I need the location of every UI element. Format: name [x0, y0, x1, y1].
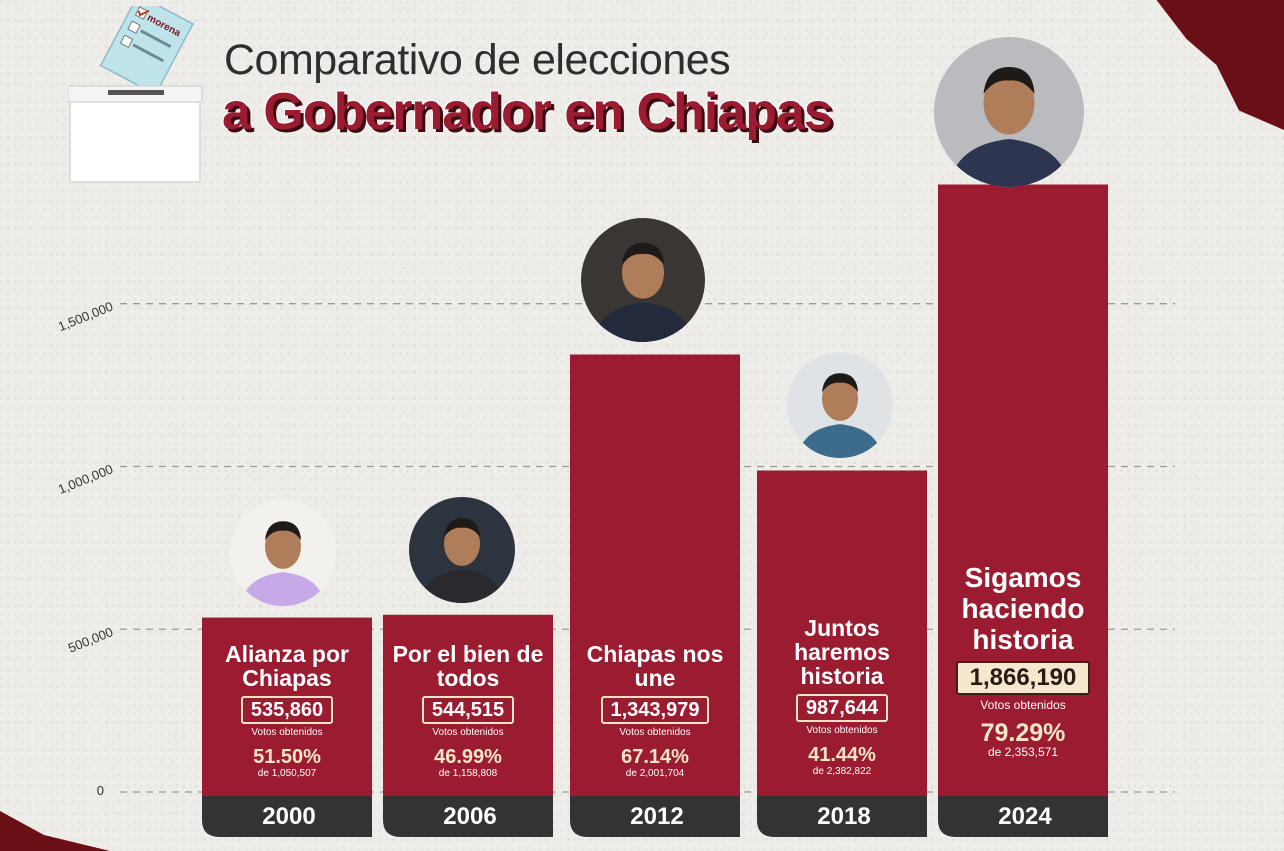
candidate-avatar: [934, 37, 1084, 187]
year-tab: [383, 796, 553, 837]
person-icon: [934, 37, 1084, 187]
y-tick-label: 0: [97, 783, 104, 798]
title-line-2: a Gobernador en Chiapas: [222, 83, 833, 141]
votes-caption: Votos obtenidos: [619, 727, 691, 738]
percent-value: 79.29%: [980, 719, 1066, 747]
x-tick-label: 2006: [443, 803, 496, 830]
coalition-name: Sigamos haciendo historia: [961, 562, 1085, 655]
person-icon: [787, 352, 893, 459]
votes-caption: Votos obtenidos: [806, 725, 878, 736]
votes-value: 987,644: [795, 694, 889, 722]
votes-value: 1,343,979: [600, 696, 710, 724]
bar-info-card: Alianza por Chiapas 535,860 Votos obteni…: [202, 642, 372, 780]
x-tick-label: 2024: [998, 803, 1052, 830]
votes-caption: Votos obtenidos: [251, 727, 323, 738]
year-tab: [202, 796, 372, 837]
total-votes: de 2,353,571: [987, 745, 1059, 759]
person-icon: [581, 218, 705, 343]
votes-value: 544,515: [421, 696, 515, 724]
candidate-avatar: [581, 218, 705, 343]
year-tab: [938, 796, 1108, 837]
ballot-box-icon: morena: [67, 0, 208, 186]
bar-info-card: Por el bien de todos 544,515 Votos obten…: [383, 642, 553, 780]
person-icon: [230, 499, 336, 606]
votes-caption: Votos obtenidos: [432, 727, 504, 738]
coalition-name: Juntos haremos historia: [794, 615, 890, 689]
year-tab: [757, 796, 927, 837]
votes-value: 535,860: [240, 696, 334, 724]
coalition-name: Alianza por Chiapas: [225, 641, 349, 691]
y-tick-label: 500,000: [66, 624, 115, 656]
total-votes: de 1,050,507: [257, 768, 317, 779]
bar-2018: [757, 470, 927, 796]
percent-value: 46.99%: [434, 746, 502, 768]
coalition-name: Por el bien de todos: [392, 641, 544, 691]
candidate-avatar: [230, 499, 336, 606]
x-tick-label: 2000: [262, 803, 315, 830]
y-tick-label: 1,000,000: [56, 461, 115, 497]
total-votes: de 1,158,808: [438, 768, 498, 779]
person-icon: [409, 496, 515, 603]
year-tab: [570, 796, 740, 837]
bar-info-card: Juntos haremos historia 987,644 Votos ob…: [757, 616, 927, 778]
votes-value: 1,866,190: [955, 661, 1091, 695]
bar-2006: [383, 614, 553, 796]
candidate-avatar: [409, 496, 515, 603]
percent-value: 51.50%: [253, 746, 321, 768]
percent-value: 41.44%: [808, 744, 876, 766]
x-tick-label: 2018: [817, 803, 870, 830]
total-votes: de 2,382,822: [812, 766, 872, 777]
title-line-1: Comparativo de elecciones: [224, 36, 731, 84]
candidate-avatar: [787, 352, 893, 459]
coalition-name: Chiapas nos une: [586, 641, 724, 691]
bar-info-card: Sigamos haciendo historia 1,866,190 Voto…: [938, 562, 1108, 758]
percent-value: 67.14%: [621, 746, 689, 768]
bar-info-card: Chiapas nos une 1,343,979 Votos obtenido…: [570, 642, 740, 780]
total-votes: de 2,001,704: [625, 768, 685, 779]
bar-2000: [202, 617, 372, 796]
y-tick-label: 1,500,000: [56, 299, 115, 335]
x-tick-label: 2012: [630, 803, 683, 830]
votes-caption: Votos obtenidos: [980, 698, 1066, 712]
